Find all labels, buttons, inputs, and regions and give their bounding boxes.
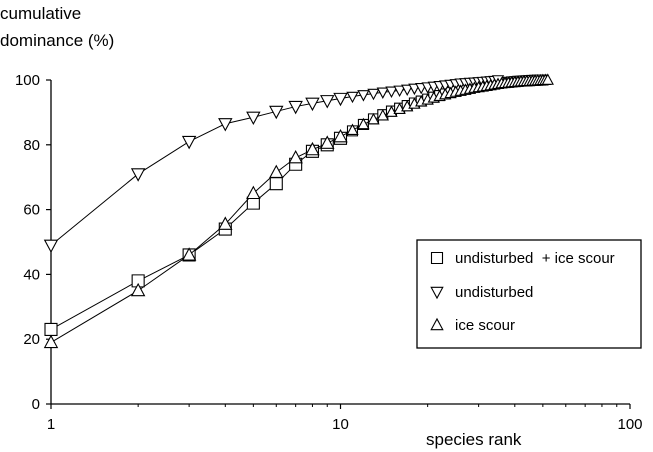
legend-label-0: undisturbed + ice scour xyxy=(455,250,615,267)
y-tick-label-80: 80 xyxy=(23,137,40,154)
series-line-1 xyxy=(50,79,499,246)
series-1-point-14 xyxy=(385,86,398,99)
y-axis-label-line-1: cumulative xyxy=(0,4,81,23)
series-1-point-6 xyxy=(288,100,303,115)
x-tick-label-10: 10 xyxy=(332,416,349,433)
y-tick-label-0: 0 xyxy=(32,396,40,413)
series-2-point-0 xyxy=(43,334,59,349)
series-2-point-3 xyxy=(218,216,233,230)
series-1-point-5 xyxy=(269,105,284,120)
series-2-point-8 xyxy=(320,135,335,149)
legend-box xyxy=(416,239,642,349)
series-1-point-2 xyxy=(181,135,197,150)
series-1-point-15 xyxy=(393,85,406,98)
series-1-point-13 xyxy=(376,87,389,99)
series-2-point-7 xyxy=(305,141,320,156)
series-2-point-6 xyxy=(288,149,303,164)
x-axis-label: species rank xyxy=(426,430,522,449)
series-2-point-13 xyxy=(376,108,389,121)
series-1-point-8 xyxy=(320,95,335,109)
series-1-point-10 xyxy=(346,91,359,104)
legend-marker-1 xyxy=(430,286,444,300)
series-1-point-1 xyxy=(130,168,146,182)
series-1-point-16 xyxy=(401,84,414,97)
legend-marker-2 xyxy=(430,317,444,331)
series-1-point-12 xyxy=(367,88,380,101)
y-tick-label-20: 20 xyxy=(23,331,40,348)
series-layer xyxy=(43,73,554,349)
series-0-point-0 xyxy=(44,322,58,337)
series-2-point-5 xyxy=(269,164,284,178)
series-2-point-51 xyxy=(541,73,554,85)
legend: undisturbed + ice scour undisturbed ice sc… xyxy=(416,239,642,349)
series-1-point-3 xyxy=(218,118,233,132)
legend-label-2: ice scour xyxy=(455,317,515,334)
series-1-point-9 xyxy=(333,92,348,107)
series-1-point-7 xyxy=(305,97,320,112)
series-1 xyxy=(43,75,505,254)
series-2-point-12 xyxy=(367,112,380,125)
legend-marker-0 xyxy=(430,251,444,265)
x-tick-label-1: 1 xyxy=(47,416,55,433)
legend-label-1: undisturbed xyxy=(455,284,533,301)
series-2-point-10 xyxy=(346,123,359,136)
y-tick-label-60: 60 xyxy=(23,202,40,219)
y-tick-label-100: 100 xyxy=(15,72,40,89)
y-axis-label-line-2: dominance (%) xyxy=(0,31,114,50)
series-1-point-0 xyxy=(43,239,59,254)
series-2-point-4 xyxy=(246,185,261,200)
series-2-point-9 xyxy=(333,128,348,143)
series-2 xyxy=(43,73,554,349)
series-2-point-11 xyxy=(357,117,370,130)
series-2-point-2 xyxy=(181,247,197,261)
series-2-point-1 xyxy=(130,282,146,297)
series-1-point-4 xyxy=(246,111,261,126)
x-tick-label-100: 100 xyxy=(617,416,642,433)
axes: 0 20 40 60 80 100 1 10 100 xyxy=(15,72,643,433)
series-1-point-11 xyxy=(357,90,370,102)
y-tick-label-40: 40 xyxy=(23,266,40,283)
series-0-point-5 xyxy=(269,177,283,191)
